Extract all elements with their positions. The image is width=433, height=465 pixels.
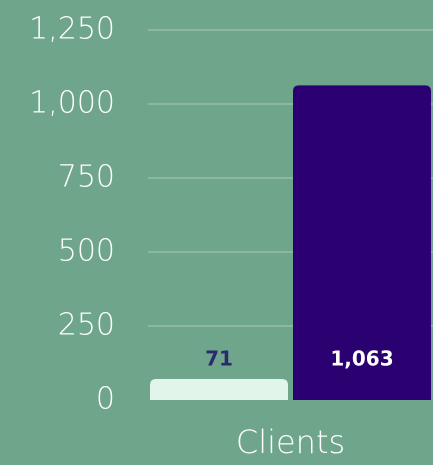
y-tick-label: 0 bbox=[96, 382, 115, 417]
value-label: 71 bbox=[205, 347, 233, 371]
y-tick-label: 500 bbox=[58, 234, 115, 269]
y-tick-label: 750 bbox=[58, 160, 115, 195]
y-tick-label: 1,250 bbox=[29, 12, 115, 47]
x-tick-label: Clients bbox=[236, 423, 345, 461]
y-tick-label: 250 bbox=[58, 308, 115, 343]
bar bbox=[150, 378, 288, 400]
y-tick-label: 1,000 bbox=[29, 86, 115, 121]
value-label: 1,063 bbox=[330, 347, 393, 371]
bar bbox=[293, 85, 431, 401]
